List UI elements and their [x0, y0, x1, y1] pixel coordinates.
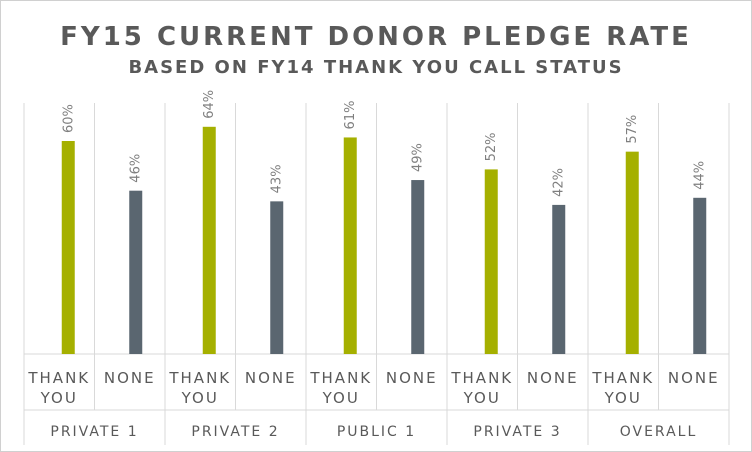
data-label: 44%: [693, 161, 708, 190]
bar-private-2-none: [270, 201, 284, 354]
data-label: 60%: [61, 104, 76, 133]
chart-title: FY15 CURRENT DONOR PLEDGE RATE: [60, 22, 692, 52]
category-label: YOU: [463, 389, 501, 407]
data-label: 61%: [343, 101, 358, 130]
category-label: YOU: [181, 389, 219, 407]
category-label: THANK: [450, 369, 513, 387]
data-label: 43%: [270, 164, 285, 193]
category-label: NONE: [386, 369, 438, 387]
data-label: 52%: [484, 132, 499, 161]
bar-public-1-none: [411, 180, 425, 354]
bar-private-3-none: [552, 204, 566, 354]
bar-public-1-thank-you: [343, 137, 357, 354]
category-label: NONE: [668, 369, 720, 387]
group-label: OVERALL: [620, 424, 698, 440]
group-label: PRIVATE 2: [191, 424, 279, 440]
bar-private-2-thank-you: [202, 126, 216, 354]
category-label: THANK: [591, 369, 654, 387]
category-label: NONE: [245, 369, 297, 387]
data-label: 57%: [625, 115, 640, 144]
data-label: 42%: [552, 168, 567, 197]
group-label: PUBLIC 1: [337, 424, 416, 440]
group-label: PRIVATE 1: [50, 424, 138, 440]
bar-private-1-none: [129, 190, 143, 354]
bar-private-1-thank-you: [61, 141, 75, 354]
data-label: 49%: [411, 143, 426, 172]
category-label: YOU: [322, 389, 360, 407]
category-label: YOU: [40, 389, 78, 407]
data-label: 46%: [129, 154, 144, 183]
category-label: NONE: [527, 369, 579, 387]
bar-overall-thank-you: [625, 151, 639, 354]
category-label: THANK: [168, 369, 231, 387]
chart-subtitle: BASED ON FY14 THANK YOU CALL STATUS: [128, 57, 624, 78]
data-label: 64%: [202, 90, 217, 119]
category-label: THANK: [27, 369, 90, 387]
bar-overall-none: [693, 197, 707, 354]
category-label: NONE: [104, 369, 156, 387]
bar-private-3-thank-you: [484, 169, 498, 354]
category-label: THANK: [309, 369, 372, 387]
category-label: YOU: [604, 389, 642, 407]
group-label: PRIVATE 3: [473, 424, 561, 440]
